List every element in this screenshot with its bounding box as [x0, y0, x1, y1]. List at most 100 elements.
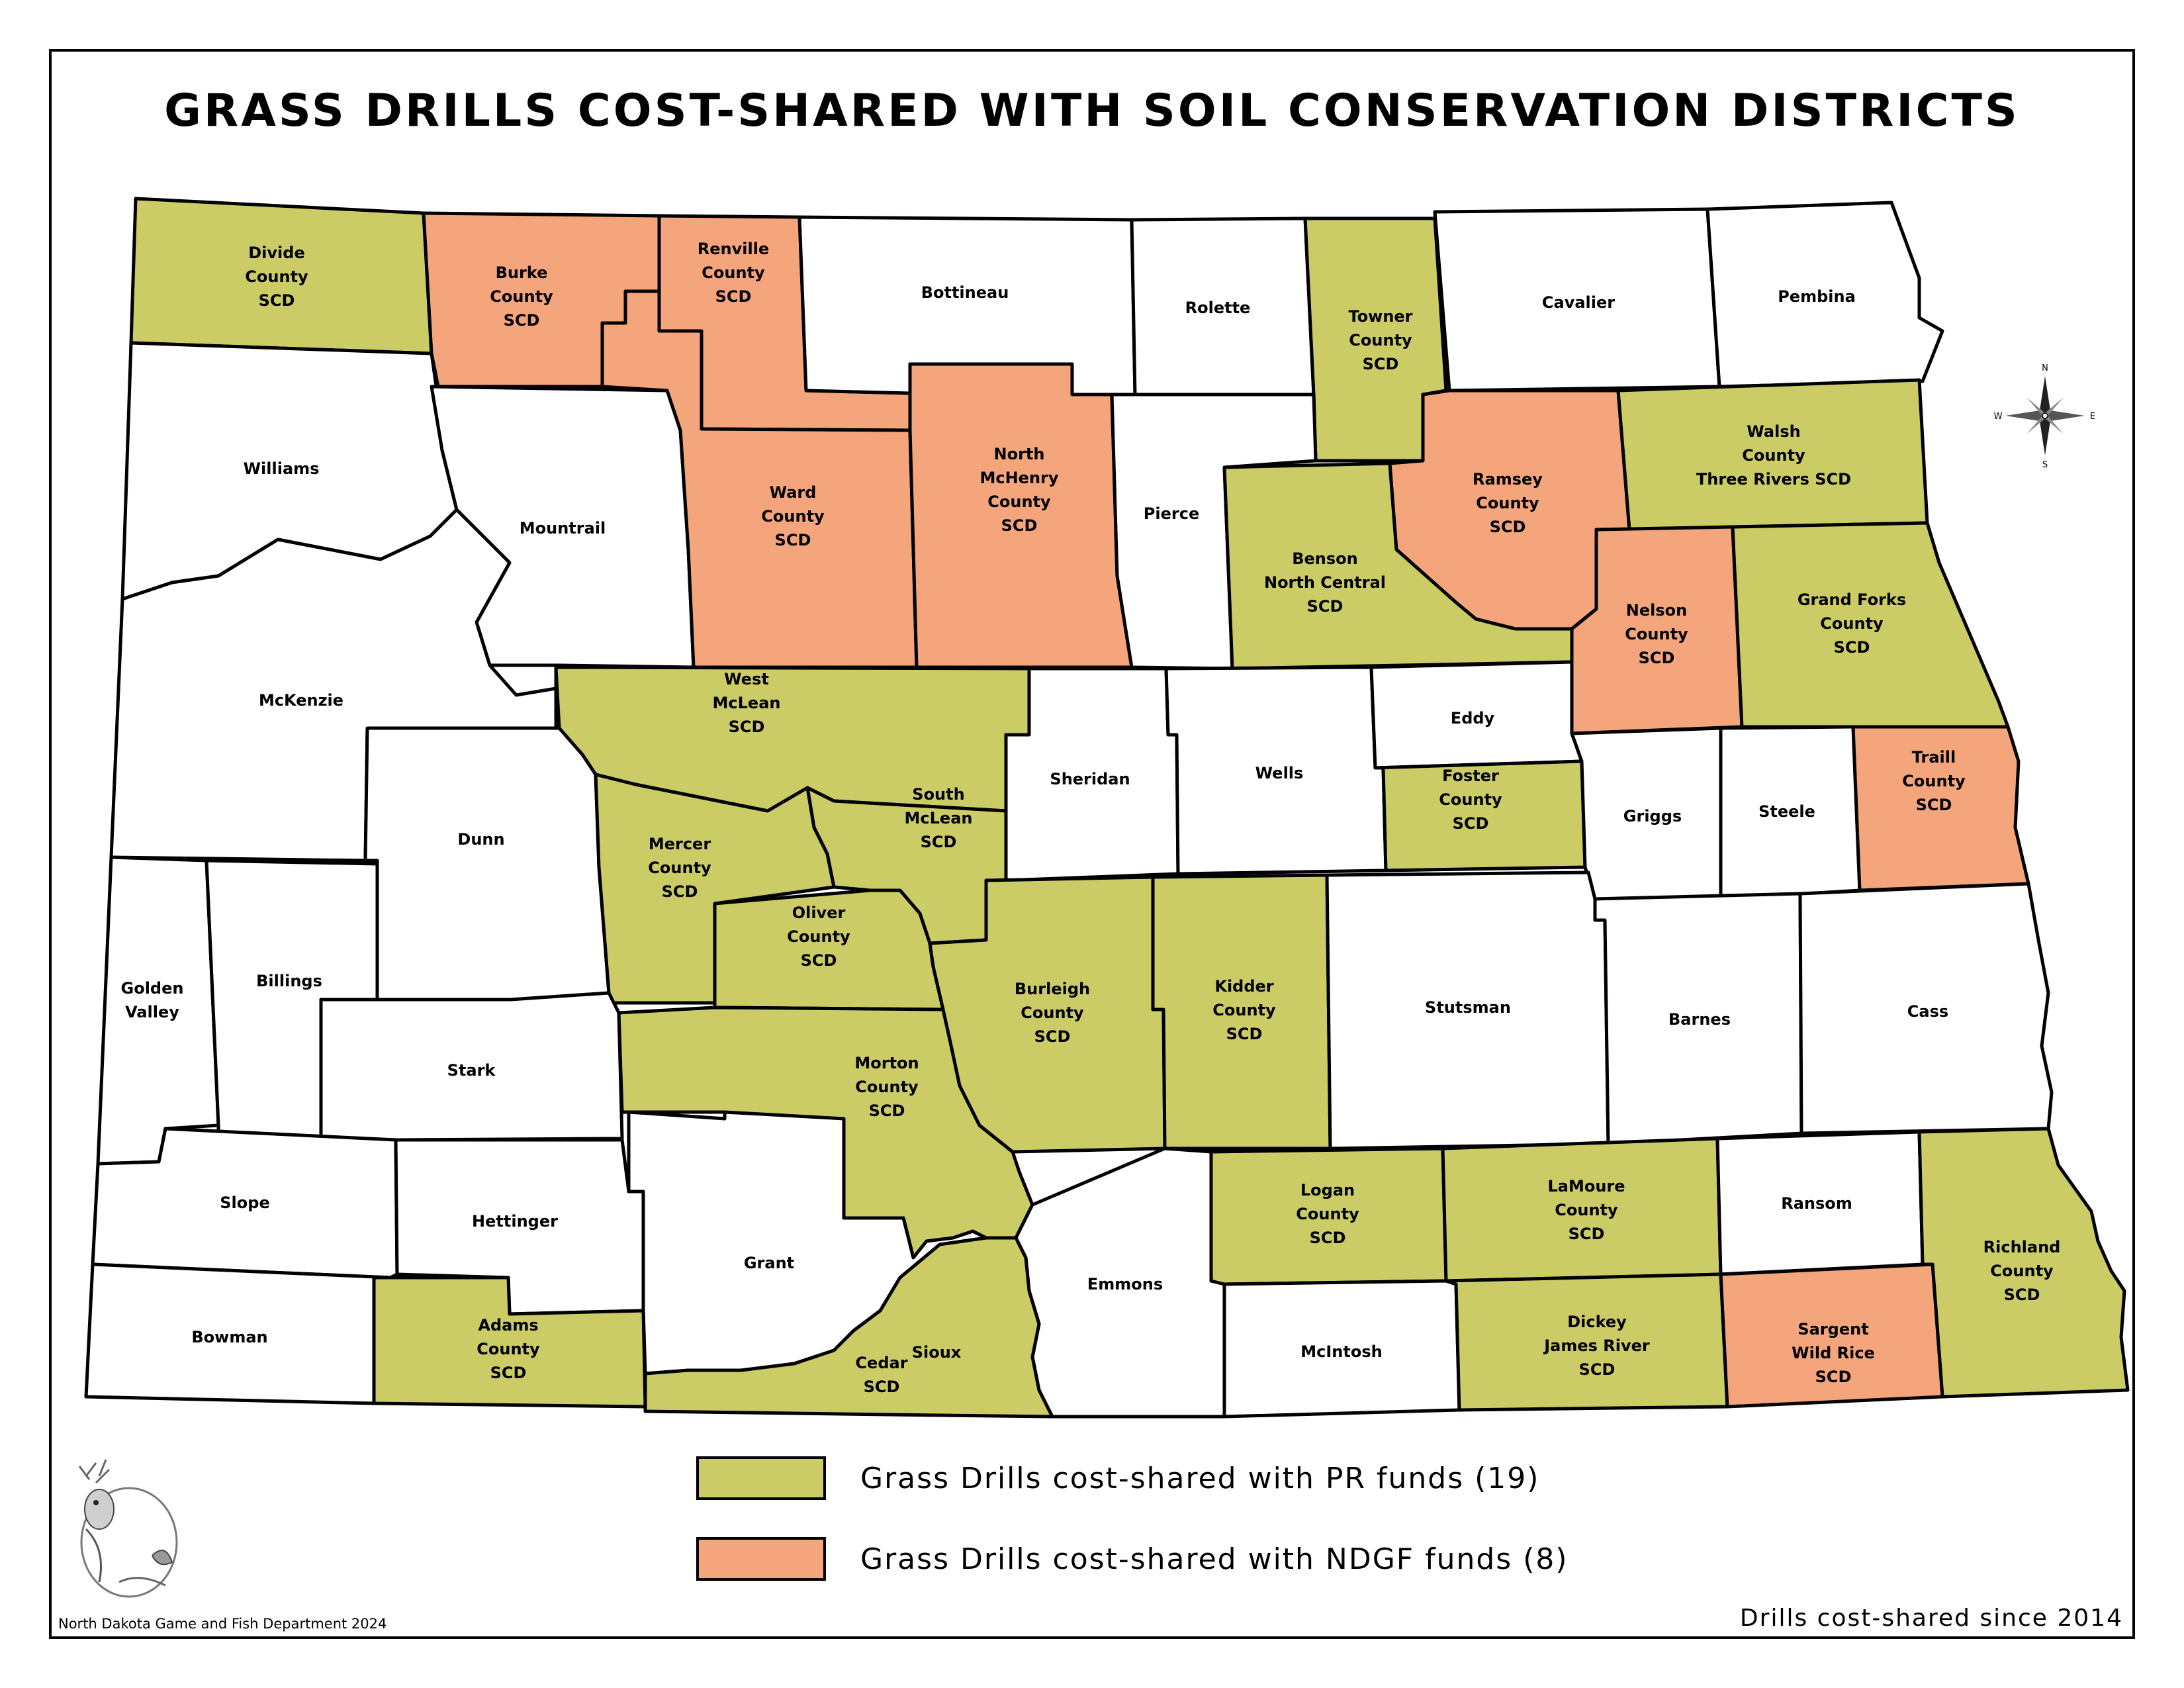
legend-swatch-ndgf — [696, 1537, 826, 1581]
county-label-burke: County — [490, 287, 553, 306]
county-label-southmclean: South — [912, 785, 964, 804]
county-label-mercer: County — [648, 859, 711, 877]
county-label-westmclean: McLean — [713, 694, 781, 712]
county-sioux — [643, 1236, 1054, 1419]
county-adams — [372, 1276, 647, 1409]
county-label-pierce: Pierce — [1144, 504, 1199, 523]
county-label-grandforks: SCD — [1834, 638, 1870, 657]
county-label-mchenry: County — [987, 492, 1051, 511]
county-label-towner: County — [1349, 331, 1412, 350]
county-label-ramsey: County — [1476, 494, 1539, 512]
county-label-lamoure: County — [1555, 1201, 1618, 1219]
legend-label-ndgf: Grass Drills cost-shared with NDGF funds… — [860, 1542, 1569, 1576]
county-label-dickey: Dickey — [1567, 1313, 1627, 1331]
county-label-southmclean: McLean — [905, 809, 973, 827]
county-label-renville: Renville — [698, 240, 769, 258]
county-label-kidder: County — [1212, 1001, 1276, 1019]
county-label-westmclean: SCD — [729, 718, 765, 736]
county-label-ward: County — [761, 507, 825, 526]
county-label-westmclean: West — [724, 670, 769, 688]
county-label-towner: Towner — [1348, 307, 1412, 326]
county-label-morton: SCD — [869, 1102, 905, 1120]
county-label-eddy: Eddy — [1451, 709, 1495, 727]
county-label-grandforks: County — [1820, 614, 1884, 633]
county-label-walsh: Three Rivers SCD — [1696, 470, 1851, 489]
county-label-mercer: SCD — [662, 882, 698, 901]
county-label-mountrail: Mountrail — [520, 519, 606, 538]
county-label-traill: Traill — [1912, 748, 1956, 767]
county-label-barnes: Barnes — [1668, 1010, 1731, 1029]
county-label-walsh: Walsh — [1747, 422, 1800, 441]
map-frame — [49, 49, 2135, 1639]
compass-rose-icon: N S E W — [1994, 363, 2096, 469]
compass-e: E — [2090, 412, 2095, 422]
county-label-ward: Ward — [770, 483, 817, 502]
county-label-southmclean: SCD — [921, 833, 957, 851]
map-title: GRASS DRILLS COST-SHARED WITH SOIL CONSE… — [164, 85, 2020, 137]
county-label-logan: Logan — [1300, 1181, 1355, 1199]
county-label-walsh: County — [1742, 446, 1805, 465]
county-label-grandforks: Grand Forks — [1797, 590, 1906, 609]
county-label-morton: Morton — [854, 1054, 919, 1072]
county-foster — [1373, 759, 1587, 872]
county-label-oliver: SCD — [801, 951, 837, 970]
county-label-renville: SCD — [715, 287, 752, 306]
county-label-renville: County — [702, 263, 765, 282]
county-label-bowman: Bowman — [191, 1328, 267, 1346]
county-label-sioux: Sioux — [912, 1343, 962, 1362]
since-note: Drills cost-shared since 2014 — [1739, 1605, 2123, 1632]
legend-label-pr: Grass Drills cost-shared with PR funds (… — [860, 1461, 1540, 1495]
county-label-traill: SCD — [1916, 796, 1952, 814]
county-label-burleigh: SCD — [1034, 1027, 1071, 1046]
county-label-mcintosh: McIntosh — [1300, 1342, 1382, 1361]
county-label-divide: County — [245, 267, 308, 286]
county-label-traill: County — [1902, 772, 1966, 790]
county-label-stutsman: Stutsman — [1425, 998, 1511, 1017]
county-label-goldenvalley: Valley — [125, 1003, 179, 1021]
compass-n: N — [2042, 363, 2048, 373]
credit-text: North Dakota Game and Fish Department 20… — [58, 1616, 387, 1632]
county-dunn — [363, 726, 611, 1002]
county-label-ramsey: Ramsey — [1473, 470, 1543, 489]
county-label-morton: County — [855, 1078, 919, 1096]
county-label-ward: SCD — [775, 531, 811, 549]
county-label-foster: Foster — [1442, 767, 1499, 785]
county-label-slope: Slope — [220, 1194, 269, 1212]
county-label-burleigh: County — [1021, 1004, 1084, 1022]
county-label-steele: Steele — [1758, 802, 1815, 821]
county-label-kidder: SCD — [1226, 1025, 1263, 1043]
county-label-mchenry: McHenry — [979, 469, 1058, 487]
county-label-mchenry: North — [994, 445, 1045, 463]
county-label-oliver: Oliver — [792, 904, 846, 922]
county-label-burke: SCD — [504, 311, 540, 330]
county-label-hettinger: Hettinger — [472, 1212, 558, 1231]
county-label-cedar: Cedar — [855, 1354, 907, 1372]
county-label-sargent: SCD — [1815, 1368, 1852, 1386]
county-label-dickey: SCD — [1579, 1360, 1615, 1379]
county-label-rolette: Rolette — [1185, 299, 1251, 317]
county-label-williams: Williams — [244, 459, 320, 478]
county-burleigh — [928, 875, 1167, 1154]
county-label-foster: County — [1439, 790, 1502, 809]
county-label-nelson: Nelson — [1626, 601, 1687, 620]
county-mchenry — [908, 362, 1134, 669]
county-label-richland: Richland — [1983, 1238, 2061, 1256]
county-label-logan: SCD — [1310, 1229, 1346, 1247]
county-label-wells: Wells — [1255, 764, 1304, 782]
legend-item-pr: Grass Drills cost-shared with PR funds (… — [696, 1456, 1539, 1500]
county-label-adams: County — [477, 1340, 540, 1358]
county-label-dickey: James River — [1543, 1336, 1650, 1355]
county-label-bottineau: Bottineau — [921, 283, 1009, 302]
compass-w: W — [1994, 412, 2003, 422]
county-label-nelson: County — [1625, 625, 1688, 643]
county-label-lamoure: SCD — [1569, 1225, 1605, 1243]
county-label-richland: SCD — [2004, 1286, 2040, 1304]
legend-item-ndgf: Grass Drills cost-shared with NDGF funds… — [696, 1537, 1569, 1581]
county-label-pembina: Pembina — [1778, 287, 1856, 306]
county-label-benson: Benson — [1292, 549, 1358, 568]
county-label-sargent: Sargent — [1797, 1320, 1868, 1338]
county-label-divide: Divide — [248, 244, 304, 262]
county-label-cedar: SCD — [864, 1378, 900, 1396]
county-label-lamoure: LaMoure — [1547, 1177, 1625, 1196]
